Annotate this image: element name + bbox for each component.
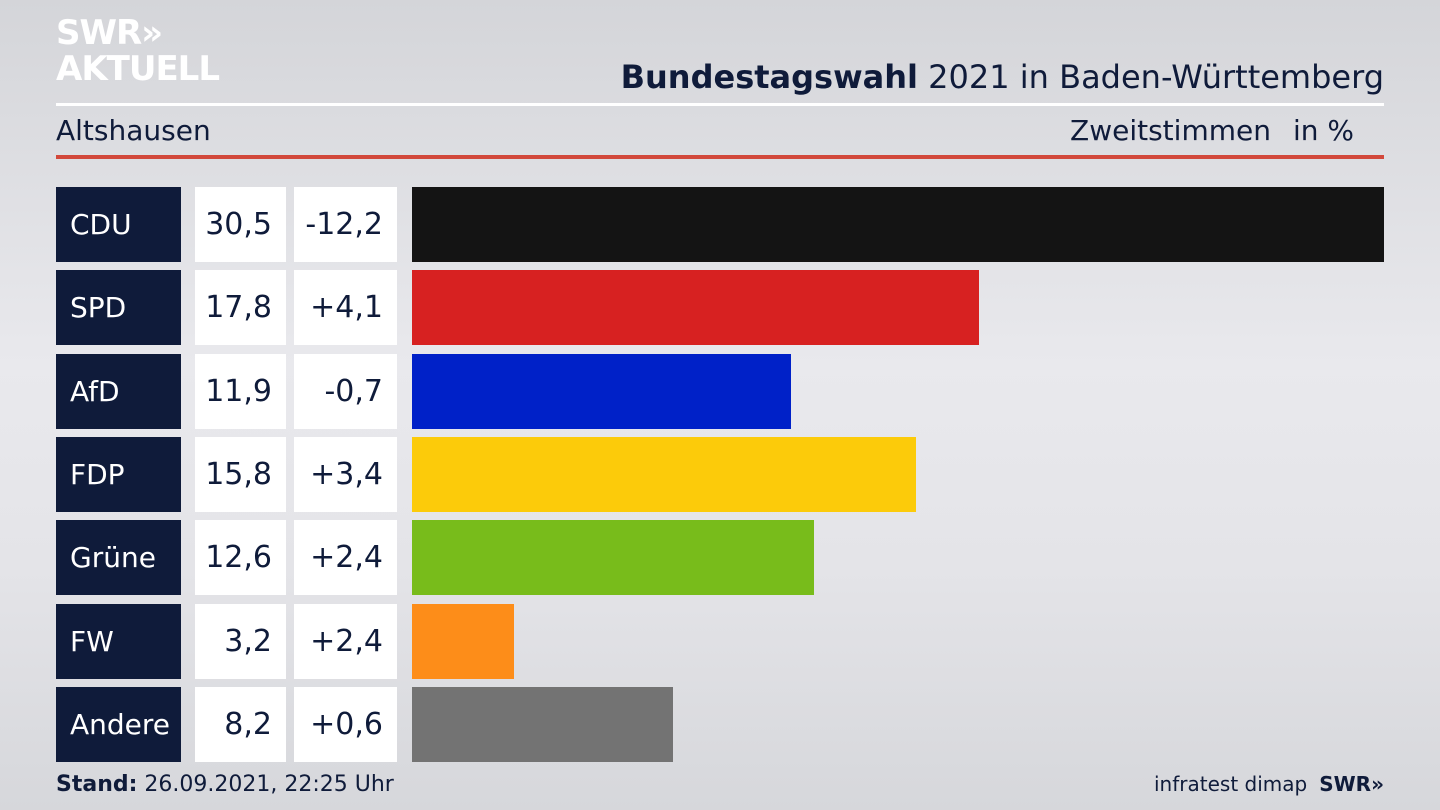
change-label: -12,2 — [294, 187, 397, 262]
party-label: Andere — [56, 686, 181, 762]
change-label: +4,1 — [294, 270, 397, 346]
value-label: 15,8 — [195, 436, 286, 512]
chart-row: AfD 11,9 -0,7 — [56, 353, 1384, 429]
party-label: Grüne — [56, 520, 181, 596]
chart-row: Andere 8,2 +0,6 — [56, 686, 1384, 762]
bar-cdu — [412, 187, 1384, 262]
bar-fdp — [412, 436, 916, 512]
value-label: 17,8 — [195, 270, 286, 346]
region-label: Altshausen — [56, 114, 211, 147]
bar-spd — [412, 270, 979, 346]
value-label: 3,2 — [195, 603, 286, 679]
chart-row: FDP 15,8 +3,4 — [56, 436, 1384, 512]
bar-fw — [412, 603, 514, 679]
logo-line-2: AKTUELL — [56, 49, 220, 89]
bar-grüne — [412, 520, 814, 596]
timestamp-label: Stand: — [56, 772, 138, 797]
swr-brand-logo: SWR» — [1319, 772, 1384, 796]
measure-label: Zweitstimmen — [1070, 114, 1271, 147]
source-credit: infratest dimap SWR» — [1154, 772, 1384, 796]
change-label: +2,4 — [294, 520, 397, 596]
chart-row: CDU 30,5 -12,2 — [56, 187, 1384, 262]
value-label: 8,2 — [195, 686, 286, 762]
source-label: infratest dimap — [1154, 772, 1308, 796]
logo-line-1: SWR» — [56, 13, 163, 53]
bar-afd — [412, 353, 791, 429]
swr-aktuell-logo: SWR» AKTUELL — [56, 13, 220, 89]
value-label: 11,9 — [195, 353, 286, 429]
change-label: -0,7 — [294, 353, 397, 429]
bar-andere — [412, 686, 673, 762]
value-label: 30,5 — [195, 187, 286, 262]
measure-unit-label: Zweitstimmen in % — [1070, 114, 1354, 147]
accent-divider — [56, 155, 1384, 159]
party-label: FDP — [56, 436, 181, 512]
chart-title-rest: 2021 in Baden-Württemberg — [917, 58, 1384, 96]
chart-row: FW 3,2 +2,4 — [56, 603, 1384, 679]
chart-title-bold: Bundestagswahl — [620, 58, 918, 96]
change-label: +2,4 — [294, 603, 397, 679]
timestamp-value: 26.09.2021, 22:25 Uhr — [137, 772, 394, 797]
party-label: SPD — [56, 270, 181, 346]
change-label: +3,4 — [294, 436, 397, 512]
timestamp: Stand: 26.09.2021, 22:25 Uhr — [56, 772, 394, 797]
party-label: CDU — [56, 187, 181, 262]
unit-label: in % — [1292, 114, 1354, 147]
party-label: AfD — [56, 353, 181, 429]
change-label: +0,6 — [294, 686, 397, 762]
party-label: FW — [56, 603, 181, 679]
header-divider — [56, 103, 1384, 106]
chart-title: Bundestagswahl 2021 in Baden-Württemberg — [621, 58, 1384, 96]
value-label: 12,6 — [195, 520, 286, 596]
chart-row: SPD 17,8 +4,1 — [56, 270, 1384, 346]
chart-row: Grüne 12,6 +2,4 — [56, 520, 1384, 596]
